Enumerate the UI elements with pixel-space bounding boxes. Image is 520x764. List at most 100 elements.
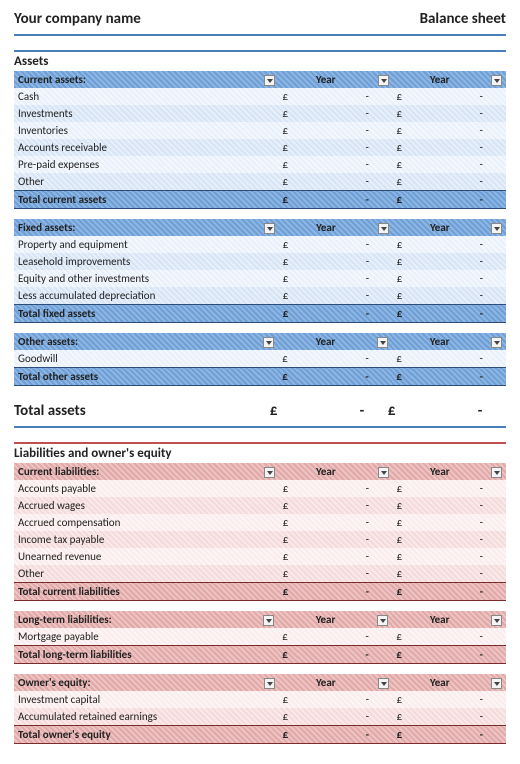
year-header: Year <box>392 611 487 628</box>
line-item-value-y2: - <box>412 565 487 583</box>
currency-symbol: £ <box>279 497 298 514</box>
line-item-value-y2: - <box>412 236 487 253</box>
group-header-row: Long-term liabilities:YearYear <box>14 611 506 628</box>
line-item-row: Mortgage payable£-£- <box>14 628 506 646</box>
dropdown-icon[interactable] <box>491 75 502 86</box>
group-header-label: Current assets: <box>14 71 259 88</box>
year-header: Year <box>393 463 487 480</box>
currency-symbol: £ <box>278 628 297 646</box>
currency-symbol: £ <box>393 156 412 173</box>
currency-symbol: £ <box>393 497 412 514</box>
dropdown-icon[interactable] <box>491 337 502 348</box>
currency-symbol: £ <box>393 139 412 156</box>
group-total-label: Total current assets <box>14 191 259 209</box>
line-item-value-y1: - <box>298 691 373 708</box>
dropdown-icon[interactable] <box>264 223 275 234</box>
currency-symbol: £ <box>393 726 412 744</box>
group-total-y1: - <box>298 191 373 209</box>
group-header-row: Current assets:YearYear <box>14 71 506 88</box>
line-item-row: Investments£-£- <box>14 105 506 122</box>
group-total-label: Total fixed assets <box>14 305 259 323</box>
line-item-label: Equity and other investments <box>14 270 259 287</box>
line-item-label: Accrued wages <box>14 497 259 514</box>
line-item-value-y2: - <box>412 270 487 287</box>
group-total-label: Total long-term liabilities <box>14 646 259 664</box>
line-item-value-y1: - <box>298 236 373 253</box>
currency-symbol: £ <box>279 236 298 253</box>
line-item-label: Other <box>14 173 259 191</box>
group-total-y1: - <box>298 726 373 744</box>
group-total-y2: - <box>412 726 487 744</box>
currency-symbol: £ <box>392 350 411 368</box>
group-total-y2: - <box>412 646 487 664</box>
currency-symbol: £ <box>393 253 412 270</box>
total-assets-y2: - <box>408 402 487 420</box>
group-total-label: Total current liabilities <box>14 583 259 601</box>
dropdown-icon[interactable] <box>491 678 502 689</box>
group-total-y1: - <box>298 305 373 323</box>
currency-symbol: £ <box>279 139 298 156</box>
dropdown-icon[interactable] <box>378 223 389 234</box>
dropdown-icon[interactable] <box>264 678 275 689</box>
liabilities-rule <box>14 442 506 444</box>
group-total-y2: - <box>412 191 487 209</box>
line-item-value-y1: - <box>298 156 373 173</box>
currency-symbol: £ <box>393 565 412 583</box>
currency-symbol: £ <box>393 173 412 191</box>
line-item-label: Cash <box>14 88 259 105</box>
currency-symbol: £ <box>278 368 297 386</box>
currency-symbol: £ <box>279 156 298 173</box>
dropdown-icon[interactable] <box>377 615 388 626</box>
page-header: Your company name Balance sheet <box>14 10 506 36</box>
group-header-row: Current liabilities:YearYear <box>14 463 506 480</box>
line-item-value-y1: - <box>298 565 373 583</box>
currency-symbol: £ <box>279 565 298 583</box>
line-item-value-y1: - <box>298 287 373 305</box>
line-item-row: Accounts receivable£-£- <box>14 139 506 156</box>
currency-symbol: £ <box>279 270 298 287</box>
line-item-value-y1: - <box>298 350 373 368</box>
group-total-row: Total owner's equity£-£- <box>14 726 506 744</box>
line-item-value-y2: - <box>412 514 487 531</box>
group-total-row: Total current assets£-£- <box>14 191 506 209</box>
currency-symbol: £ <box>279 253 298 270</box>
group-total-row: Total long-term liabilities£-£- <box>14 646 506 664</box>
currency-symbol: £ <box>393 105 412 122</box>
dropdown-icon[interactable] <box>491 467 502 478</box>
dropdown-icon[interactable] <box>491 223 502 234</box>
line-item-row: Accounts payable£-£- <box>14 480 506 497</box>
line-item-value-y2: - <box>412 708 487 726</box>
dropdown-icon[interactable] <box>263 337 274 348</box>
line-item-label: Unearned revenue <box>14 548 259 565</box>
line-item-value-y1: - <box>298 105 373 122</box>
line-item-value-y2: - <box>412 173 487 191</box>
liabilities-section-title: Liabilities and owner's equity <box>14 446 506 461</box>
balance-group-table: Current assets:YearYearCash£-£-Investmen… <box>14 71 506 209</box>
sheet-title: Balance sheet <box>420 10 506 28</box>
line-item-value-y2: - <box>412 88 487 105</box>
assets-section-title: Assets <box>14 54 506 69</box>
line-item-value-y1: - <box>298 497 373 514</box>
dropdown-icon[interactable] <box>263 615 274 626</box>
dropdown-icon[interactable] <box>264 467 275 478</box>
group-total-y2: - <box>412 368 487 386</box>
dropdown-icon[interactable] <box>377 337 388 348</box>
line-item-value-y1: - <box>298 173 373 191</box>
line-item-label: Accounts payable <box>14 480 259 497</box>
currency-symbol: £ <box>393 270 412 287</box>
balance-group-table: Owner's equity:YearYearInvestment capita… <box>14 674 506 744</box>
dropdown-icon[interactable] <box>378 75 389 86</box>
dropdown-icon[interactable] <box>491 615 502 626</box>
year-header: Year <box>279 463 373 480</box>
line-item-value-y1: - <box>298 122 373 139</box>
dropdown-icon[interactable] <box>264 75 275 86</box>
dropdown-icon[interactable] <box>378 467 389 478</box>
line-item-value-y1: - <box>298 531 373 548</box>
line-item-row: Unearned revenue£-£- <box>14 548 506 565</box>
currency-symbol: £ <box>279 531 298 548</box>
year-header: Year <box>393 71 487 88</box>
line-item-row: Cash£-£- <box>14 88 506 105</box>
currency-symbol: £ <box>279 191 298 209</box>
dropdown-icon[interactable] <box>378 678 389 689</box>
currency-symbol: £ <box>393 514 412 531</box>
